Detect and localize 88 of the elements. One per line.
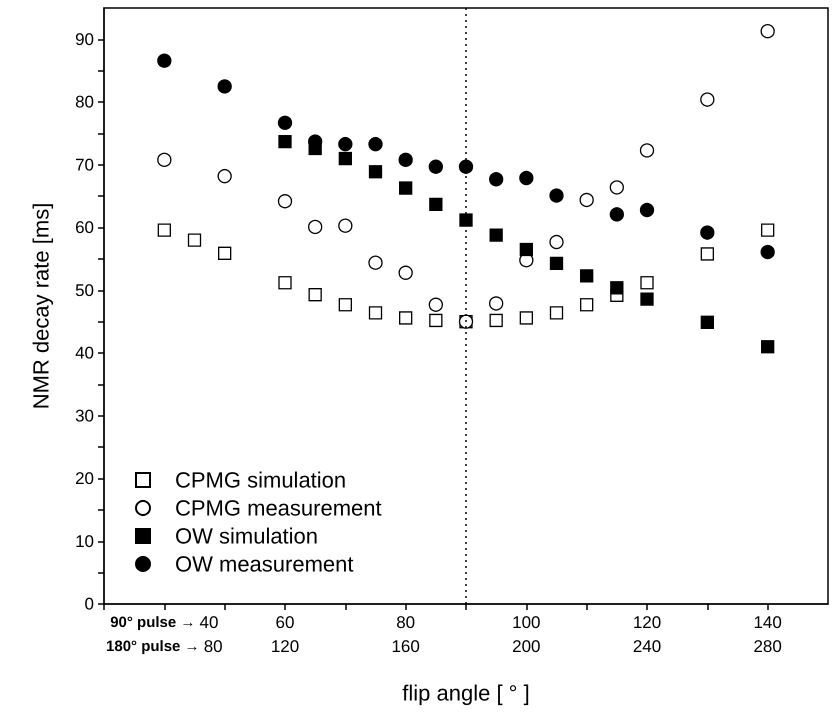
- y-tick-label: 10: [75, 532, 94, 551]
- point: [218, 246, 232, 260]
- y-tick-label: 60: [75, 218, 94, 238]
- point: [158, 223, 171, 237]
- point: [338, 136, 352, 152]
- point: [520, 242, 533, 256]
- point: [398, 266, 413, 280]
- point: [188, 233, 202, 247]
- x2-tick-label: 200: [512, 637, 541, 656]
- point: [549, 234, 564, 250]
- point: [157, 54, 172, 68]
- legend-label: CPMG simulation: [175, 468, 346, 492]
- x2-tick-label: 120: [270, 637, 300, 656]
- point: [640, 276, 654, 290]
- x-tick-label: 60: [276, 613, 294, 632]
- y-axis-title: NMR decay rate [ms]: [28, 202, 54, 410]
- point: [278, 276, 292, 290]
- point: [550, 256, 564, 270]
- y-tick-label: 0: [84, 594, 94, 614]
- point: [218, 168, 232, 184]
- point: [580, 269, 594, 283]
- point: [429, 198, 442, 212]
- point: [489, 296, 504, 311]
- point: [368, 306, 382, 320]
- point: [519, 170, 534, 186]
- point: [157, 152, 172, 167]
- legend-label: OW measurement: [175, 552, 354, 576]
- point: [550, 306, 564, 320]
- x-tick-label: 120: [632, 613, 662, 632]
- point: [490, 314, 503, 328]
- point: [398, 152, 413, 167]
- point: [399, 181, 412, 195]
- point: [580, 298, 594, 312]
- point: [278, 194, 292, 208]
- legend-label: CPMG measurement: [175, 496, 382, 520]
- point: [760, 24, 775, 38]
- point: [610, 281, 624, 294]
- point: [278, 134, 292, 148]
- point: [549, 188, 564, 203]
- point: [368, 256, 383, 270]
- point: [640, 292, 654, 306]
- point: [761, 223, 774, 237]
- point: [458, 160, 474, 174]
- point: [428, 298, 443, 312]
- legend-label: OW simulation: [175, 524, 318, 548]
- point: [218, 79, 232, 94]
- y-tick-label: 20: [75, 469, 94, 488]
- point: [428, 160, 443, 174]
- point: [640, 202, 654, 218]
- point: [338, 218, 352, 233]
- x2-tick-label: 160: [391, 637, 420, 656]
- point: [610, 180, 624, 195]
- point: [459, 213, 473, 227]
- x-tick-label: 140: [753, 613, 782, 632]
- x-axis-title: flip angle [ ° ]: [402, 680, 530, 706]
- point: [580, 192, 594, 208]
- point: [368, 136, 383, 152]
- point: [489, 172, 504, 186]
- y-tick-label: 90: [75, 30, 94, 49]
- x-tick-label: 80: [396, 613, 416, 632]
- point: [520, 311, 533, 325]
- y-tick-label: 50: [75, 280, 94, 300]
- x-tick-label: 90° pulse → 40: [110, 613, 218, 632]
- y-tick-label: 40: [75, 344, 94, 363]
- point: [490, 228, 503, 242]
- point: [700, 225, 714, 240]
- point: [700, 316, 714, 329]
- point: [640, 143, 654, 158]
- x-tick-label: 100: [512, 613, 541, 632]
- point: [399, 311, 412, 325]
- y-tick-label: 70: [75, 155, 94, 174]
- point: [338, 152, 352, 166]
- point: [368, 165, 382, 178]
- point: [429, 314, 442, 328]
- y-tick-label: 30: [75, 406, 94, 426]
- point: [700, 92, 714, 107]
- point: [610, 207, 624, 222]
- x2-tick-label: 240: [632, 637, 662, 656]
- point: [278, 116, 292, 130]
- point: [308, 220, 322, 234]
- point: [308, 288, 322, 302]
- x2-tick-label: 280: [753, 637, 782, 656]
- point: [761, 340, 774, 354]
- point: [760, 244, 775, 260]
- point: [338, 298, 352, 312]
- y-tick-label: 80: [75, 92, 94, 112]
- point: [700, 247, 714, 261]
- x2-tick-label: 180° pulse → 80: [106, 637, 223, 656]
